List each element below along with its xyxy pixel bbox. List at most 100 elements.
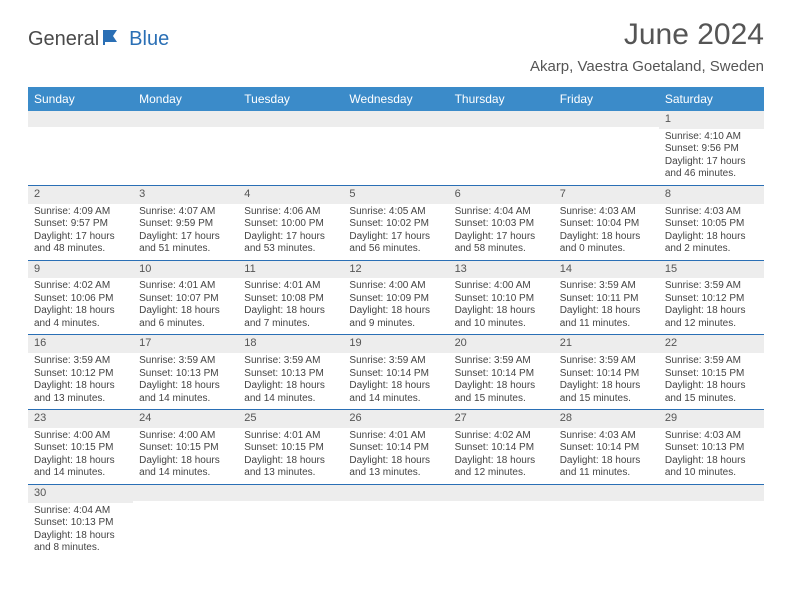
sunset-text: Sunset: 10:14 PM — [349, 442, 442, 455]
day-number: 12 — [343, 261, 448, 279]
day-cell: 24Sunrise: 4:00 AMSunset: 10:15 PMDaylig… — [133, 410, 238, 484]
sunrise-text: Sunrise: 4:04 AM — [455, 206, 548, 219]
day-header: Monday — [133, 87, 238, 111]
sunrise-text: Sunrise: 4:03 AM — [665, 430, 758, 443]
day-number: 18 — [238, 335, 343, 353]
day-cell: 6Sunrise: 4:04 AMSunset: 10:03 PMDayligh… — [449, 186, 554, 260]
sunset-text: Sunset: 10:02 PM — [349, 218, 442, 231]
day-body — [28, 127, 133, 133]
sunrise-text: Sunrise: 3:59 AM — [139, 355, 232, 368]
day-cell: 2Sunrise: 4:09 AMSunset: 9:57 PMDaylight… — [28, 186, 133, 260]
day-body: Sunrise: 4:04 AMSunset: 10:03 PMDaylight… — [449, 204, 554, 260]
daylight-text: Daylight: 18 hours and 9 minutes. — [349, 305, 442, 330]
day-body — [343, 127, 448, 133]
sunset-text: Sunset: 10:13 PM — [244, 368, 337, 381]
day-cell: 1Sunrise: 4:10 AMSunset: 9:56 PMDaylight… — [659, 111, 764, 185]
day-body: Sunrise: 4:09 AMSunset: 9:57 PMDaylight:… — [28, 204, 133, 260]
day-body: Sunrise: 3:59 AMSunset: 10:14 PMDaylight… — [554, 353, 659, 409]
day-number: 9 — [28, 261, 133, 279]
day-headers-row: SundayMondayTuesdayWednesdayThursdayFrid… — [28, 87, 764, 111]
day-number: 10 — [133, 261, 238, 279]
day-cell: 11Sunrise: 4:01 AMSunset: 10:08 PMDaylig… — [238, 261, 343, 335]
daylight-text: Daylight: 18 hours and 11 minutes. — [560, 305, 653, 330]
day-cell: 14Sunrise: 3:59 AMSunset: 10:11 PMDaylig… — [554, 261, 659, 335]
calendar-weeks: 1Sunrise: 4:10 AMSunset: 9:56 PMDaylight… — [28, 111, 764, 559]
day-body: Sunrise: 3:59 AMSunset: 10:13 PMDaylight… — [238, 353, 343, 409]
sunrise-text: Sunrise: 4:04 AM — [34, 505, 127, 518]
logo-text-blue: Blue — [129, 28, 169, 51]
sunrise-text: Sunrise: 3:59 AM — [560, 280, 653, 293]
calendar-week: 2Sunrise: 4:09 AMSunset: 9:57 PMDaylight… — [28, 186, 764, 261]
sunrise-text: Sunrise: 4:05 AM — [349, 206, 442, 219]
day-number: 30 — [28, 485, 133, 503]
daylight-text: Daylight: 18 hours and 2 minutes. — [665, 231, 758, 256]
daylight-text: Daylight: 18 hours and 15 minutes. — [455, 380, 548, 405]
daylight-text: Daylight: 18 hours and 14 minutes. — [244, 380, 337, 405]
page-header: General Blue June 2024 Akarp, Vaestra Go… — [0, 0, 792, 79]
day-cell — [343, 485, 448, 559]
day-number: 24 — [133, 410, 238, 428]
sunrise-text: Sunrise: 3:59 AM — [665, 280, 758, 293]
day-number: 13 — [449, 261, 554, 279]
day-cell: 3Sunrise: 4:07 AMSunset: 9:59 PMDaylight… — [133, 186, 238, 260]
day-number — [28, 111, 133, 127]
daylight-text: Daylight: 18 hours and 4 minutes. — [34, 305, 127, 330]
day-number: 29 — [659, 410, 764, 428]
day-body: Sunrise: 4:05 AMSunset: 10:02 PMDaylight… — [343, 204, 448, 260]
sunrise-text: Sunrise: 4:01 AM — [244, 430, 337, 443]
day-number: 17 — [133, 335, 238, 353]
day-number: 28 — [554, 410, 659, 428]
day-number: 2 — [28, 186, 133, 204]
day-number: 19 — [343, 335, 448, 353]
day-cell — [554, 111, 659, 185]
day-cell: 17Sunrise: 3:59 AMSunset: 10:13 PMDaylig… — [133, 335, 238, 409]
sunrise-text: Sunrise: 3:59 AM — [665, 355, 758, 368]
sunset-text: Sunset: 10:14 PM — [455, 368, 548, 381]
day-number: 1 — [659, 111, 764, 129]
day-cell: 9Sunrise: 4:02 AMSunset: 10:06 PMDayligh… — [28, 261, 133, 335]
sunrise-text: Sunrise: 4:03 AM — [560, 430, 653, 443]
day-header: Friday — [554, 87, 659, 111]
day-cell: 13Sunrise: 4:00 AMSunset: 10:10 PMDaylig… — [449, 261, 554, 335]
sunset-text: Sunset: 10:14 PM — [560, 442, 653, 455]
day-cell — [133, 485, 238, 559]
day-number — [449, 111, 554, 127]
day-cell: 21Sunrise: 3:59 AMSunset: 10:14 PMDaylig… — [554, 335, 659, 409]
day-number — [449, 485, 554, 501]
sunrise-text: Sunrise: 3:59 AM — [560, 355, 653, 368]
day-cell — [238, 485, 343, 559]
sunrise-text: Sunrise: 4:06 AM — [244, 206, 337, 219]
day-body: Sunrise: 4:03 AMSunset: 10:13 PMDaylight… — [659, 428, 764, 484]
sunset-text: Sunset: 10:14 PM — [560, 368, 653, 381]
day-cell — [659, 485, 764, 559]
sunset-text: Sunset: 10:12 PM — [34, 368, 127, 381]
day-cell: 4Sunrise: 4:06 AMSunset: 10:00 PMDayligh… — [238, 186, 343, 260]
day-cell: 23Sunrise: 4:00 AMSunset: 10:15 PMDaylig… — [28, 410, 133, 484]
day-number — [133, 485, 238, 501]
day-number — [238, 111, 343, 127]
daylight-text: Daylight: 18 hours and 10 minutes. — [455, 305, 548, 330]
sunset-text: Sunset: 10:06 PM — [34, 293, 127, 306]
logo-flag-icon — [103, 28, 125, 51]
calendar-week: 23Sunrise: 4:00 AMSunset: 10:15 PMDaylig… — [28, 410, 764, 485]
sunrise-text: Sunrise: 3:59 AM — [455, 355, 548, 368]
day-header: Thursday — [449, 87, 554, 111]
day-body: Sunrise: 4:07 AMSunset: 9:59 PMDaylight:… — [133, 204, 238, 260]
day-body: Sunrise: 4:01 AMSunset: 10:14 PMDaylight… — [343, 428, 448, 484]
day-cell: 26Sunrise: 4:01 AMSunset: 10:14 PMDaylig… — [343, 410, 448, 484]
sunrise-text: Sunrise: 4:03 AM — [560, 206, 653, 219]
day-cell: 22Sunrise: 3:59 AMSunset: 10:15 PMDaylig… — [659, 335, 764, 409]
sunrise-text: Sunrise: 4:01 AM — [349, 430, 442, 443]
sunset-text: Sunset: 10:08 PM — [244, 293, 337, 306]
daylight-text: Daylight: 17 hours and 56 minutes. — [349, 231, 442, 256]
sunset-text: Sunset: 10:14 PM — [349, 368, 442, 381]
sunrise-text: Sunrise: 4:01 AM — [244, 280, 337, 293]
sunrise-text: Sunrise: 4:02 AM — [34, 280, 127, 293]
day-body: Sunrise: 3:59 AMSunset: 10:14 PMDaylight… — [449, 353, 554, 409]
daylight-text: Daylight: 17 hours and 58 minutes. — [455, 231, 548, 256]
daylight-text: Daylight: 18 hours and 14 minutes. — [139, 380, 232, 405]
sunset-text: Sunset: 9:59 PM — [139, 218, 232, 231]
calendar-week: 1Sunrise: 4:10 AMSunset: 9:56 PMDaylight… — [28, 111, 764, 186]
sunrise-text: Sunrise: 4:07 AM — [139, 206, 232, 219]
title-block: June 2024 Akarp, Vaestra Goetaland, Swed… — [530, 18, 764, 75]
